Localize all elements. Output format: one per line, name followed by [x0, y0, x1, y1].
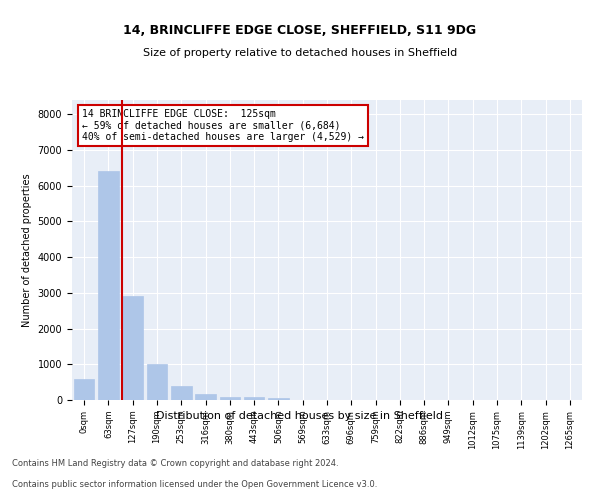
Text: Contains HM Land Registry data © Crown copyright and database right 2024.: Contains HM Land Registry data © Crown c… [12, 458, 338, 468]
Bar [146, 364, 167, 400]
Bar [268, 398, 289, 400]
Bar [74, 378, 94, 400]
Bar [195, 394, 216, 400]
Bar [220, 397, 240, 400]
Text: 14, BRINCLIFFE EDGE CLOSE, SHEFFIELD, S11 9DG: 14, BRINCLIFFE EDGE CLOSE, SHEFFIELD, S1… [124, 24, 476, 38]
Bar [171, 386, 191, 400]
Bar [122, 296, 143, 400]
Text: Size of property relative to detached houses in Sheffield: Size of property relative to detached ho… [143, 48, 457, 58]
Y-axis label: Number of detached properties: Number of detached properties [22, 173, 32, 327]
Text: Contains public sector information licensed under the Open Government Licence v3: Contains public sector information licen… [12, 480, 377, 489]
Text: Distribution of detached houses by size in Sheffield: Distribution of detached houses by size … [157, 411, 443, 421]
Text: 14 BRINCLIFFE EDGE CLOSE:  125sqm
← 59% of detached houses are smaller (6,684)
4: 14 BRINCLIFFE EDGE CLOSE: 125sqm ← 59% o… [82, 109, 364, 142]
Bar [244, 397, 265, 400]
Bar [98, 172, 119, 400]
